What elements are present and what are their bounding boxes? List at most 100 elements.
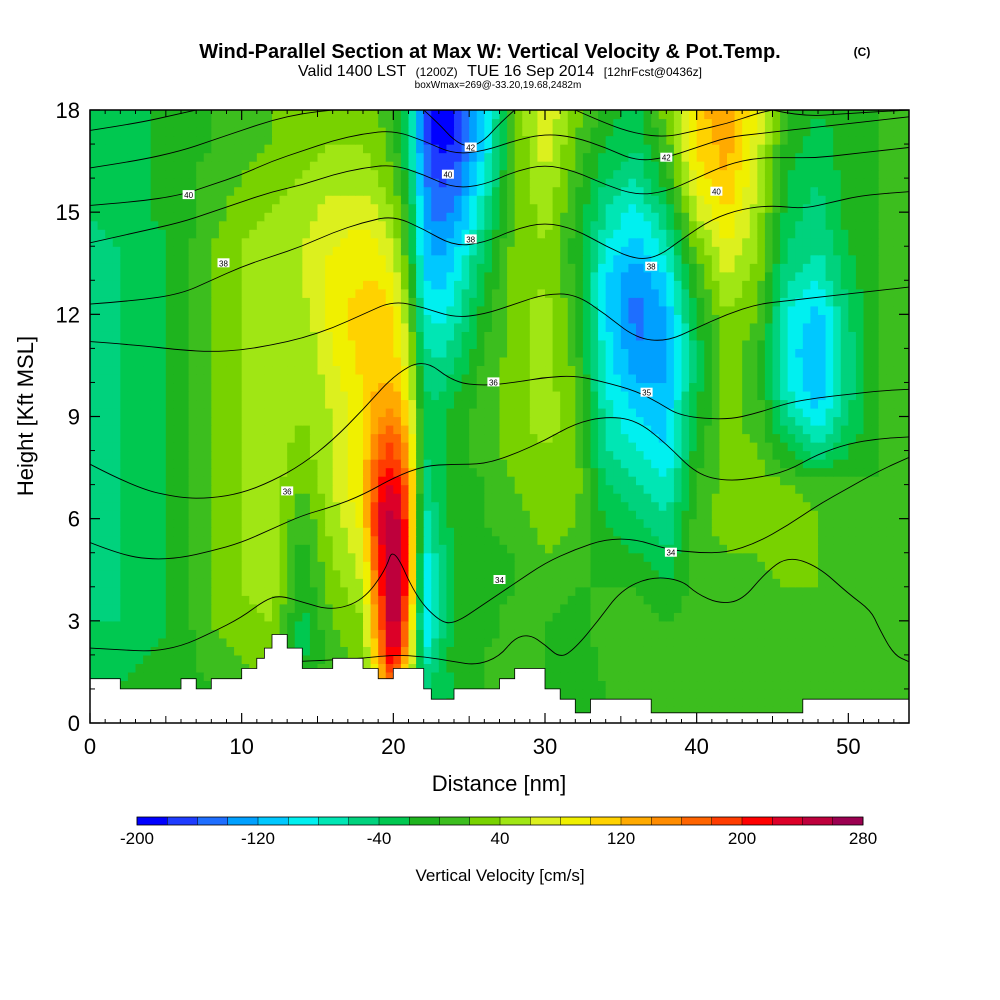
field-cell [393, 459, 402, 469]
field-cell [666, 680, 675, 690]
field-cell [211, 629, 220, 639]
field-cell [878, 416, 887, 426]
field-cell [203, 450, 212, 460]
field-cell [347, 595, 357, 605]
field-cell [666, 535, 675, 545]
field-cell [696, 510, 705, 520]
field-cell [317, 425, 326, 435]
field-cell [325, 654, 334, 664]
field-cell [165, 356, 175, 367]
field-cell [818, 561, 827, 571]
field-cell [135, 348, 144, 358]
field-cell [241, 637, 250, 647]
field-cell [613, 535, 622, 545]
field-cell [727, 407, 736, 418]
field-cell [795, 331, 804, 341]
field-cell [734, 629, 743, 639]
field-cell [120, 646, 129, 656]
field-cell [742, 595, 751, 605]
field-cell [226, 518, 235, 528]
field-cell [181, 476, 190, 486]
field-cell [196, 373, 205, 384]
field-cell [681, 620, 690, 630]
field-cell [613, 663, 622, 673]
field-cell [651, 586, 660, 596]
field-cell [795, 518, 804, 528]
field-cell [545, 382, 554, 392]
field-cell [727, 382, 736, 392]
field-cell [673, 493, 683, 503]
field-cell [332, 620, 341, 630]
field-cell [135, 629, 144, 639]
field-cell [658, 620, 667, 630]
field-cell [438, 399, 448, 409]
field-cell [658, 680, 667, 690]
field-cell [651, 646, 660, 656]
field-cell [863, 586, 872, 596]
field-cell [575, 365, 584, 375]
field-cell [780, 705, 789, 716]
field-cell [529, 356, 539, 367]
field-cell [598, 586, 607, 596]
field-cell [438, 612, 448, 622]
field-cell [855, 476, 865, 486]
field-cell [575, 331, 584, 341]
field-cell [188, 484, 197, 494]
field-cell [476, 552, 485, 562]
field-cell [272, 339, 281, 349]
field-cell [97, 348, 106, 358]
field-cell [620, 569, 630, 579]
field-cell [537, 518, 546, 528]
field-cell [423, 595, 432, 605]
field-cell [567, 688, 576, 699]
field-cell [203, 569, 212, 579]
field-cell [833, 535, 842, 545]
field-cell [446, 578, 455, 588]
field-cell [287, 365, 296, 375]
field-cell [203, 390, 212, 401]
field-cell [469, 442, 478, 452]
field-cell [355, 348, 364, 358]
field-cell [499, 493, 508, 503]
field-cell [446, 382, 455, 392]
field-cell [378, 603, 387, 613]
field-cell [727, 603, 736, 613]
field-cell [317, 331, 326, 341]
field-cell [423, 501, 432, 511]
field-cell [818, 373, 827, 384]
field-cell [757, 501, 766, 511]
field-cell [272, 356, 281, 367]
field-cell [552, 399, 561, 409]
field-cell [105, 399, 114, 409]
field-cell [234, 637, 243, 647]
field-cell [681, 390, 690, 401]
field-cell [605, 399, 614, 409]
field-cell [287, 535, 296, 545]
field-cell [620, 390, 630, 401]
field-cell [620, 331, 630, 341]
field-cell [317, 561, 326, 571]
field-cell [446, 680, 455, 690]
field-cell [446, 637, 455, 647]
field-cell [150, 442, 159, 452]
field-cell [893, 476, 903, 486]
field-cell [711, 586, 721, 596]
field-cell [484, 407, 493, 418]
field-cell [848, 450, 857, 460]
field-cell [499, 339, 508, 349]
field-cell [818, 586, 827, 596]
field-cell [727, 510, 736, 520]
field-cell [871, 637, 880, 647]
field-cell [575, 467, 584, 477]
field-cell [840, 459, 849, 469]
field-cell [120, 680, 129, 690]
field-cell [620, 493, 630, 503]
field-cell [127, 535, 137, 545]
field-cell [272, 595, 281, 605]
field-cell [416, 629, 425, 639]
field-cell [893, 425, 903, 435]
field-cell [567, 646, 576, 656]
field-cell [234, 356, 243, 367]
field-cell [454, 442, 463, 452]
field-cell [719, 433, 728, 443]
